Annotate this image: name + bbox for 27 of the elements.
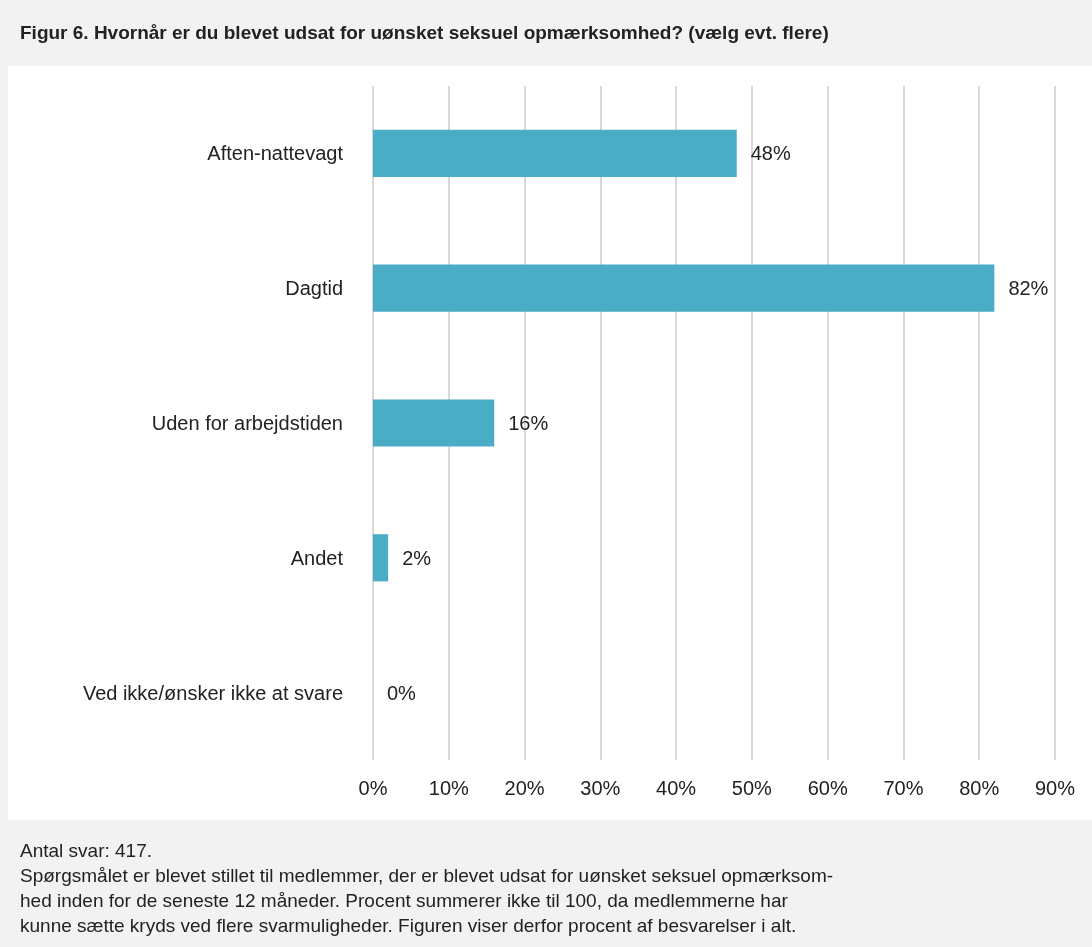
chart-title: Figur 6. Hvornår er du blevet udsat for uønsket seksuel opmærksomhed? (vælg evt. flere) — [20, 22, 829, 44]
x-tick-label: 20% — [504, 777, 545, 799]
y-tick-label: Aften-nattevagt — [207, 142, 344, 165]
x-tick-label: 0% — [358, 777, 388, 799]
x-tick-label: 60% — [807, 777, 848, 799]
y-tick-label: Ved ikke/ønsker ikke at svare — [82, 681, 343, 704]
data-label: 16% — [508, 412, 549, 434]
x-tick-label: 80% — [959, 777, 1000, 799]
data-label: 48% — [750, 142, 791, 165]
bar — [373, 399, 495, 447]
data-label: 0% — [387, 681, 417, 704]
x-tick-label: 50% — [731, 777, 773, 799]
bar — [373, 129, 737, 177]
y-tick-label: Uden for arbejdstiden — [151, 412, 343, 434]
x-tick-label: 90% — [1034, 777, 1076, 799]
x-tick-label: 70% — [883, 777, 924, 799]
x-tick-label: 30% — [580, 777, 621, 799]
y-tick-label: Andet — [290, 546, 344, 569]
bar — [373, 534, 389, 582]
text: Spørgsmålet er blevet stillet til medlemmer, der er blevet udsat for uønsket seksuel opmærksom- hed inden for de seneste 12 måneder. Procent summerer ikke til 100, da medlemmerne har kunne sætte kryds ved flere svarmuligheder. Figuren viser derfor procent af besvarelser i alt. — [20, 864, 834, 938]
data-label: 2% — [402, 546, 432, 569]
bar — [373, 264, 995, 312]
x-tick-label: 40% — [656, 777, 697, 799]
x-tick-label: 10% — [428, 777, 470, 799]
data-label: 82% — [1008, 277, 1049, 300]
y-tick-label: Dagtid — [285, 277, 343, 300]
text: Antal svar: 417. — [20, 839, 154, 863]
